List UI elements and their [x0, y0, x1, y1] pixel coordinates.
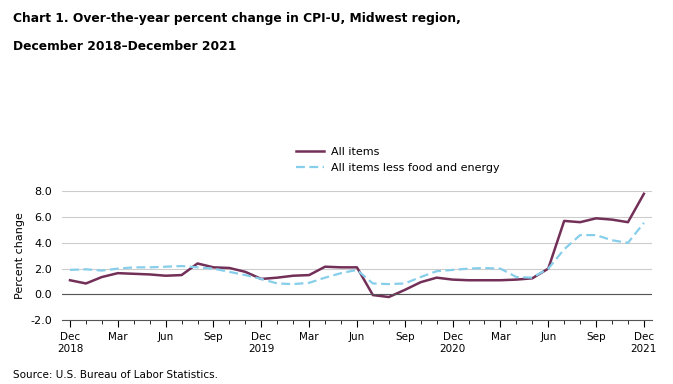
- All items: [624, 220, 632, 225]
- All items less food and energy: [592, 233, 600, 237]
- Text: December 2018–December 2021: December 2018–December 2021: [13, 40, 237, 53]
- All items: [385, 295, 393, 299]
- All items: [194, 261, 202, 266]
- All items: [433, 275, 441, 280]
- Y-axis label: Percent change: Percent change: [15, 212, 25, 299]
- All items less food and energy: [449, 268, 457, 272]
- All items: [560, 218, 568, 223]
- All items less food and energy: [528, 275, 536, 280]
- All items less food and energy: [417, 275, 425, 279]
- All items less food and energy: [82, 267, 90, 271]
- All items: [162, 273, 170, 278]
- All items: [353, 265, 361, 270]
- All items less food and energy: [289, 282, 297, 286]
- All items: [369, 293, 377, 297]
- All items: [225, 266, 234, 270]
- All items: [512, 277, 520, 282]
- All items less food and energy: [178, 264, 186, 268]
- All items less food and energy: [130, 265, 138, 270]
- All items: [242, 270, 250, 274]
- All items less food and energy: [400, 281, 409, 286]
- Line: All items less food and energy: All items less food and energy: [70, 223, 644, 284]
- All items: [209, 265, 217, 270]
- All items: [273, 275, 281, 280]
- All items: [257, 276, 265, 281]
- All items: [178, 273, 186, 277]
- All items: [98, 275, 106, 279]
- All items: [82, 281, 90, 286]
- All items: [145, 272, 153, 277]
- All items: [321, 265, 329, 269]
- All items less food and energy: [66, 268, 74, 272]
- All items less food and energy: [640, 220, 648, 225]
- All items less food and energy: [464, 266, 472, 271]
- All items: [417, 280, 425, 285]
- All items: [400, 288, 409, 292]
- All items: [464, 278, 472, 283]
- All items less food and energy: [481, 266, 489, 270]
- All items less food and energy: [145, 265, 153, 270]
- All items less food and energy: [512, 275, 520, 279]
- All items less food and energy: [273, 281, 281, 286]
- All items less food and energy: [242, 273, 250, 277]
- All items: [592, 216, 600, 221]
- All items less food and energy: [624, 240, 632, 245]
- All items: [305, 273, 313, 277]
- All items: [544, 266, 553, 271]
- All items: [449, 277, 457, 282]
- All items less food and energy: [321, 275, 329, 280]
- All items less food and energy: [98, 268, 106, 273]
- All items less food and energy: [497, 266, 505, 271]
- Text: Source: U.S. Bureau of Labor Statistics.: Source: U.S. Bureau of Labor Statistics.: [13, 370, 219, 380]
- All items: [66, 278, 74, 283]
- All items: [528, 276, 536, 281]
- Line: All items: All items: [70, 194, 644, 297]
- All items less food and energy: [433, 269, 441, 273]
- All items less food and energy: [114, 266, 122, 271]
- All items less food and energy: [369, 281, 377, 286]
- All items less food and energy: [225, 270, 234, 274]
- All items less food and energy: [337, 271, 345, 275]
- All items less food and energy: [576, 233, 584, 237]
- Legend: All items, All items less food and energy: All items, All items less food and energ…: [291, 142, 503, 177]
- All items: [337, 265, 345, 270]
- All items: [114, 271, 122, 275]
- All items less food and energy: [162, 265, 170, 269]
- All items: [608, 217, 616, 222]
- All items less food and energy: [560, 247, 568, 252]
- All items less food and energy: [305, 281, 313, 285]
- All items less food and energy: [544, 266, 553, 271]
- All items: [481, 278, 489, 283]
- All items less food and energy: [385, 282, 393, 286]
- All items less food and energy: [194, 265, 202, 270]
- All items: [289, 273, 297, 278]
- All items less food and energy: [257, 276, 265, 281]
- All items: [576, 220, 584, 225]
- All items less food and energy: [209, 266, 217, 271]
- All items: [640, 192, 648, 196]
- All items less food and energy: [608, 238, 616, 243]
- All items less food and energy: [353, 268, 361, 272]
- Text: Chart 1. Over-the-year percent change in CPI-U, Midwest region,: Chart 1. Over-the-year percent change in…: [13, 12, 461, 25]
- All items: [497, 278, 505, 283]
- All items: [130, 271, 138, 276]
